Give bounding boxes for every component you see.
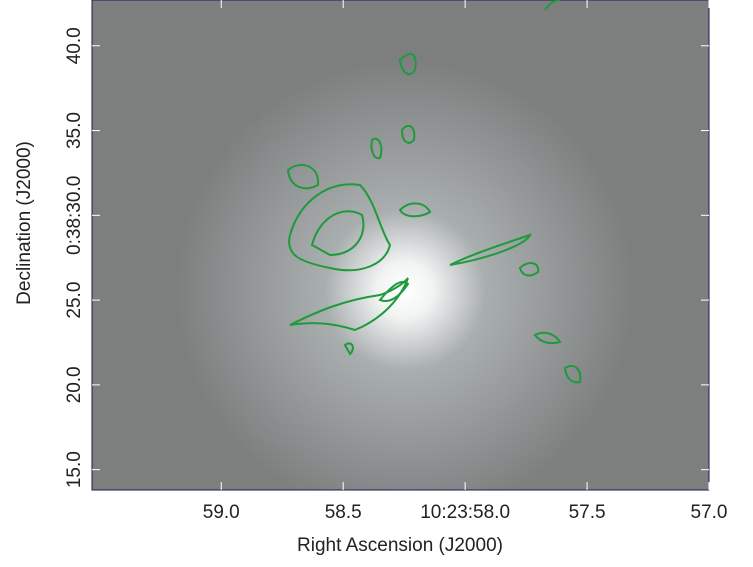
y-tick-label: 25.0 <box>64 282 85 319</box>
x-tick-label: 58.5 <box>325 502 362 523</box>
x-tick-label: 10:23:58.0 <box>420 502 510 523</box>
x-axis-label: Right Ascension (J2000) <box>297 535 503 556</box>
y-tick-label: 15.0 <box>64 451 85 488</box>
contours <box>286 0 582 384</box>
y-tick-label: 0:38:30.0 <box>64 176 85 255</box>
y-tick-label: 35.0 <box>64 112 85 149</box>
x-tick-label: 59.0 <box>203 502 240 523</box>
x-tick-label: 57.0 <box>691 502 728 523</box>
image-panel <box>91 0 710 491</box>
x-tick-label: 57.5 <box>569 502 606 523</box>
y-tick-label: 40.0 <box>64 27 85 64</box>
y-tick-label: 20.0 <box>64 366 85 403</box>
y-axis-label: Declination (J2000) <box>14 141 35 305</box>
